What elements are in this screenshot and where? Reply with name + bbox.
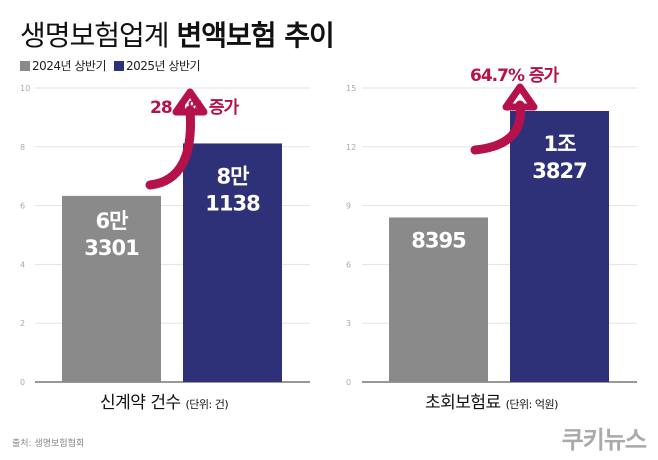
data-label: 8만 bbox=[217, 164, 250, 188]
data-label: 6만 bbox=[96, 209, 129, 233]
arrow-head-icon bbox=[502, 83, 538, 111]
data-label: 1조 bbox=[544, 132, 577, 156]
source-note: 출처: 생명보험협회 bbox=[12, 439, 85, 449]
unit-label: (단위: 건) bbox=[185, 398, 229, 411]
growth-label: 64.7% 증가 bbox=[470, 66, 560, 86]
bar-2024 bbox=[389, 217, 488, 382]
data-label: 3301 bbox=[84, 236, 139, 260]
legend-item-2024: 2024년 상반기 bbox=[20, 57, 107, 74]
legend: 2024년 상반기 2025년 상반기 bbox=[20, 57, 201, 74]
data-label: 3827 bbox=[532, 159, 586, 183]
data-label: 1138 bbox=[205, 191, 260, 215]
bar-2025 bbox=[183, 143, 282, 382]
y-tick-label: 6 bbox=[346, 260, 351, 269]
y-tick-label: 10 bbox=[20, 84, 30, 93]
growth-arrow bbox=[145, 105, 195, 190]
arrow-head-icon bbox=[172, 88, 208, 116]
logo: 쿠키뉴스 bbox=[561, 426, 647, 454]
title-regular: 생명보험업계 bbox=[20, 19, 170, 52]
title-bold: 변액보험 추이 bbox=[176, 19, 334, 52]
growth-label: 28.1% 증가 bbox=[150, 98, 240, 118]
legend-label: 2025년 상반기 bbox=[126, 59, 201, 73]
unit-label: (단위: 억원) bbox=[505, 398, 559, 411]
data-label: 8395 bbox=[411, 228, 466, 252]
bar-2024 bbox=[62, 195, 161, 382]
y-tick-label: 4 bbox=[20, 260, 25, 269]
y-tick-label: 15 bbox=[346, 84, 356, 93]
y-tick-label: 9 bbox=[346, 202, 351, 211]
y-tick-label: 2 bbox=[20, 319, 25, 328]
legend-swatch bbox=[114, 61, 125, 71]
legend-swatch bbox=[20, 61, 30, 71]
x-label-left: 신계약 건수 (단위: 건) bbox=[100, 388, 229, 413]
x-label-right: 초회보험료 (단위: 억원) bbox=[425, 388, 558, 413]
growth-arrow bbox=[470, 100, 525, 155]
y-tick-label: 3 bbox=[346, 319, 351, 328]
y-tick-label: 0 bbox=[20, 378, 25, 387]
x-label-text: 신계약 건수 bbox=[100, 393, 181, 413]
y-tick-label: 12 bbox=[346, 143, 356, 152]
y-tick-label: 8 bbox=[20, 143, 25, 152]
y-tick-label: 6 bbox=[20, 202, 25, 211]
x-label-text: 초회보험료 bbox=[425, 393, 501, 413]
bar-2025 bbox=[510, 110, 609, 383]
page-title: 생명보험업계 변액보험 추이 bbox=[20, 14, 335, 54]
legend-label: 2024년 상반기 bbox=[32, 59, 107, 73]
legend-item-2025: 2025년 상반기 bbox=[114, 57, 201, 74]
y-tick-label: 0 bbox=[346, 378, 351, 387]
